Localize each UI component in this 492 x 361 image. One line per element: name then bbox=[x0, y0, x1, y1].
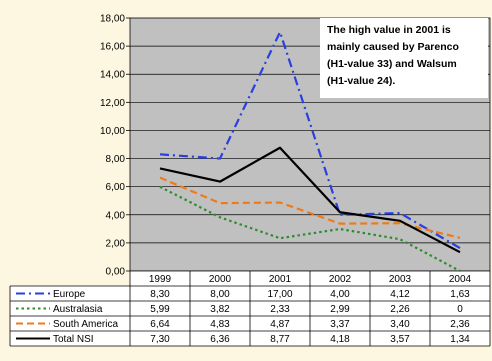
data-table-cell: 3,37 bbox=[330, 319, 350, 330]
x-category-label: 2003 bbox=[389, 274, 412, 285]
y-tick-label: 0,00 bbox=[106, 267, 126, 278]
annotation-text: (H1-value 24). bbox=[327, 75, 395, 87]
data-table-cell: 8,30 bbox=[150, 289, 170, 300]
data-table-cell: 2,36 bbox=[450, 319, 470, 330]
series-line-total-nsi bbox=[159, 146, 461, 254]
data-table-cell: 3,57 bbox=[390, 334, 410, 345]
y-tick-label: 2,00 bbox=[106, 238, 126, 249]
annotation-box bbox=[320, 18, 488, 98]
x-category-label: 2002 bbox=[329, 274, 352, 285]
y-tick-label: 4,00 bbox=[106, 210, 126, 221]
data-table-cell: 3,82 bbox=[210, 304, 230, 315]
legend-label: Europe bbox=[53, 289, 86, 300]
data-table-cell: 6,36 bbox=[210, 334, 230, 345]
x-category-label: 2001 bbox=[269, 274, 292, 285]
data-table-cell: 4,83 bbox=[210, 319, 230, 330]
data-table-cell: 17,00 bbox=[267, 289, 292, 300]
data-table-cell: 3,40 bbox=[390, 319, 410, 330]
data-table-cell: 1,34 bbox=[450, 334, 470, 345]
x-category-label: 1999 bbox=[149, 274, 172, 285]
y-tick-label: 16,00 bbox=[100, 42, 125, 53]
y-tick-label: 12,00 bbox=[100, 98, 125, 109]
y-tick-label: 18,00 bbox=[100, 14, 125, 25]
y-tick-label: 8,00 bbox=[106, 154, 126, 165]
data-table-cell: 4,12 bbox=[390, 289, 410, 300]
series-line-europe bbox=[159, 30, 461, 250]
legend-label: Total NSI bbox=[53, 334, 94, 345]
data-table-cell: 2,26 bbox=[390, 304, 410, 315]
y-tick-label: 14,00 bbox=[100, 70, 125, 81]
x-category-label: 2000 bbox=[209, 274, 232, 285]
y-tick-label: 10,00 bbox=[100, 126, 125, 137]
data-table-cell: 0 bbox=[457, 304, 463, 315]
data-table-cell: 2,33 bbox=[270, 304, 290, 315]
data-table-cell: 6,64 bbox=[150, 319, 170, 330]
data-table-cell: 4,18 bbox=[330, 334, 350, 345]
data-table-cell: 8,77 bbox=[270, 334, 290, 345]
data-table-cell: 1,63 bbox=[450, 289, 470, 300]
data-table-cell: 7,30 bbox=[150, 334, 170, 345]
data-table-cell: 5,99 bbox=[150, 304, 170, 315]
x-category-label: 2004 bbox=[449, 274, 472, 285]
annotation-text: mainly caused by Parenco bbox=[327, 41, 459, 53]
y-tick-label: 6,00 bbox=[106, 182, 126, 193]
data-table-cell: 2,99 bbox=[330, 304, 350, 315]
data-table-cell: 8,00 bbox=[210, 289, 230, 300]
legend-label: South America bbox=[53, 319, 118, 330]
data-table-cell: 4,00 bbox=[330, 289, 350, 300]
series-line-australasia bbox=[159, 185, 461, 272]
annotation-text: The high value in 2001 is bbox=[327, 24, 451, 36]
legend-label: Australasia bbox=[53, 304, 103, 315]
data-table-cell: 4,87 bbox=[270, 319, 290, 330]
annotation-text: (H1-value 33) and Walsum bbox=[327, 58, 457, 70]
